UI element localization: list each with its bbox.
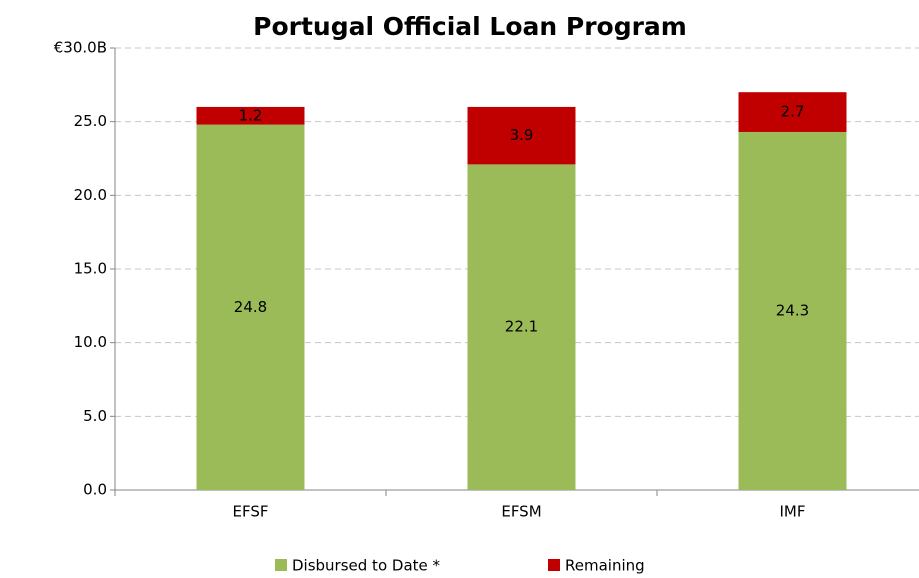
data-label: 22.1 — [505, 318, 538, 336]
y-tick-label: 25.0 — [74, 112, 107, 130]
bar-segment — [738, 131, 847, 491]
y-tick-label: €30.0B — [54, 39, 107, 57]
legend-label: Disbursed to Date * — [292, 557, 441, 575]
legend-swatch — [275, 559, 287, 571]
bar-segment — [196, 106, 305, 125]
y-tick-label: 0.0 — [83, 481, 107, 499]
legend-swatch — [548, 559, 560, 571]
bar-segment — [467, 164, 576, 491]
data-label: 24.3 — [776, 301, 809, 319]
legend-label: Remaining — [565, 557, 645, 575]
x-tick-label: EFSM — [501, 503, 541, 521]
y-tick-label: 10.0 — [74, 333, 107, 351]
bar-segment — [467, 106, 576, 165]
x-tick-label: IMF — [780, 503, 806, 521]
y-tick-label: 5.0 — [83, 407, 107, 425]
data-label: 24.8 — [234, 298, 267, 316]
bar-segment — [738, 92, 847, 132]
y-tick-label: 15.0 — [74, 260, 107, 278]
data-label: 2.7 — [781, 103, 805, 121]
bar-segment — [196, 124, 305, 490]
y-tick-label: 20.0 — [74, 186, 107, 204]
x-tick-label: EFSF — [233, 503, 269, 521]
data-label: 1.2 — [239, 106, 263, 124]
data-label: 3.9 — [510, 126, 534, 144]
chart-title: Portugal Official Loan Program — [253, 12, 687, 41]
